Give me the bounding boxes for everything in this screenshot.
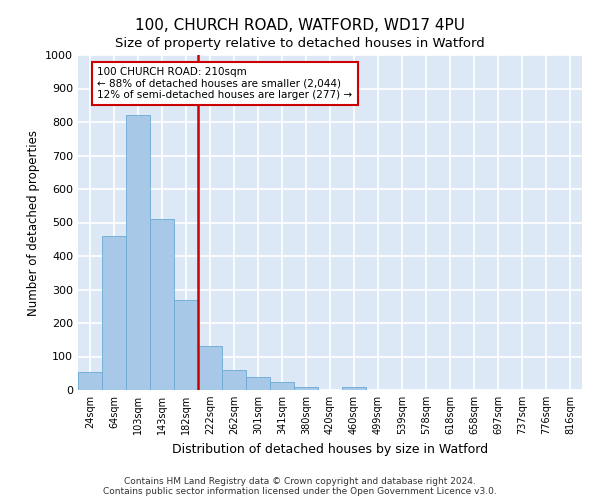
Y-axis label: Number of detached properties: Number of detached properties (26, 130, 40, 316)
Bar (246, 376, 270, 390)
Bar (126, 116, 150, 390)
Bar (222, 370, 246, 390)
Text: Contains HM Land Registry data © Crown copyright and database right 2024.: Contains HM Land Registry data © Crown c… (124, 477, 476, 486)
Bar (150, 219, 174, 390)
Bar (270, 382, 294, 390)
Text: Size of property relative to detached houses in Watford: Size of property relative to detached ho… (115, 38, 485, 51)
Bar (342, 386, 366, 390)
Bar (294, 386, 318, 390)
Bar (102, 236, 126, 390)
Text: 100, CHURCH ROAD, WATFORD, WD17 4PU: 100, CHURCH ROAD, WATFORD, WD17 4PU (135, 18, 465, 32)
Bar (198, 346, 222, 390)
Text: Contains public sector information licensed under the Open Government Licence v3: Contains public sector information licen… (103, 487, 497, 496)
Text: 100 CHURCH ROAD: 210sqm
← 88% of detached houses are smaller (2,044)
12% of semi: 100 CHURCH ROAD: 210sqm ← 88% of detache… (97, 66, 352, 100)
Text: Distribution of detached houses by size in Watford: Distribution of detached houses by size … (172, 442, 488, 456)
Bar (174, 300, 198, 390)
Bar (78, 372, 102, 390)
